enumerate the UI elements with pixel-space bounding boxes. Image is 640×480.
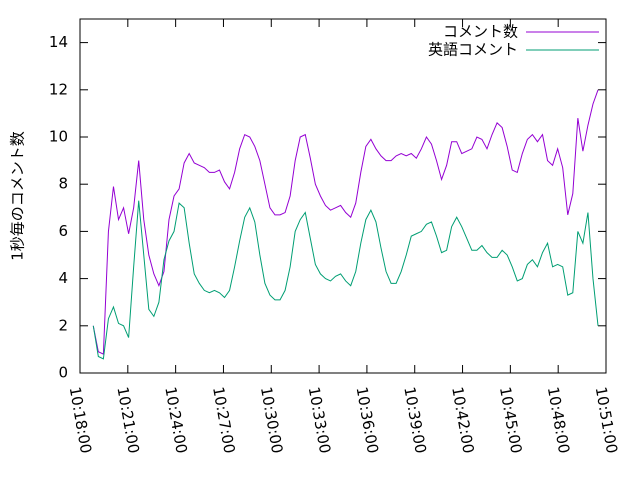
y-tick-label: 10 xyxy=(49,128,68,146)
y-tick-label: 8 xyxy=(58,175,68,193)
x-tick-label: 10:30:00 xyxy=(257,385,286,454)
y-tick-label: 14 xyxy=(49,33,68,51)
series-line xyxy=(92,200,599,360)
x-tick-label: 10:36:00 xyxy=(353,385,382,454)
x-tick-label: 10:21:00 xyxy=(113,385,142,454)
x-tick-label: 10:39:00 xyxy=(400,385,429,454)
y-tick-label: 0 xyxy=(58,364,68,382)
y-tick-label: 2 xyxy=(58,316,68,334)
x-tick-label: 10:18:00 xyxy=(66,385,95,454)
x-tick-label: 10:51:00 xyxy=(592,385,621,454)
y-tick-label: 4 xyxy=(58,269,68,287)
legend-label: コメント数 xyxy=(443,23,518,41)
x-tick-label: 10:45:00 xyxy=(496,385,525,454)
y-tick-label: 12 xyxy=(49,80,68,98)
series-line xyxy=(92,89,599,355)
y-tick-label: 6 xyxy=(58,222,68,240)
x-tick-label: 10:48:00 xyxy=(544,385,573,454)
y-axis-label: 1秒毎のコメント数 xyxy=(9,131,27,261)
x-tick-label: 10:42:00 xyxy=(448,385,477,454)
legend-label: 英語コメント xyxy=(428,41,518,59)
x-tick-label: 10:33:00 xyxy=(305,385,334,454)
x-tick-label: 10:24:00 xyxy=(161,385,190,454)
plot-frame xyxy=(79,18,607,374)
x-tick-label: 10:27:00 xyxy=(209,385,238,454)
